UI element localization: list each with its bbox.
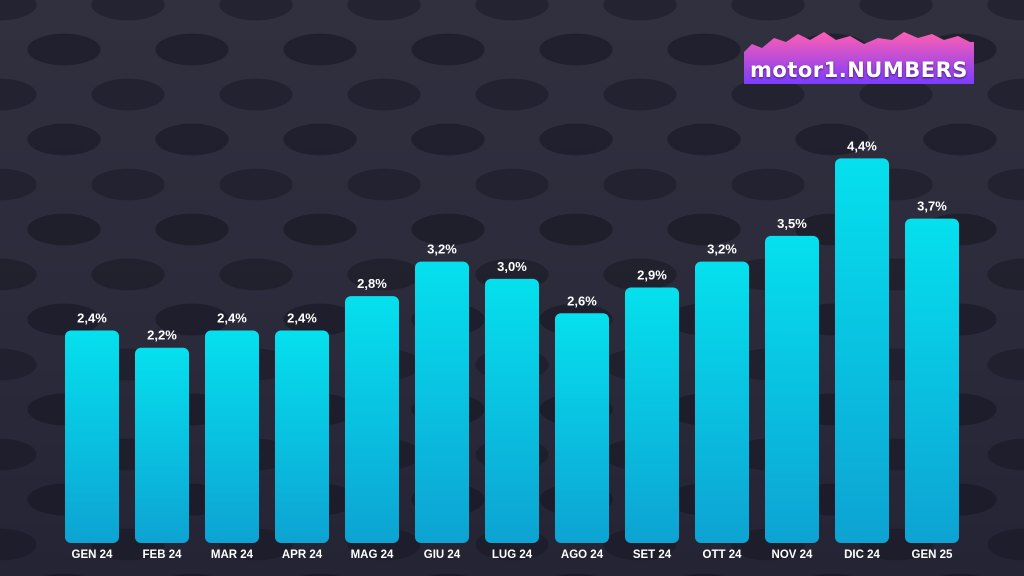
bar bbox=[905, 218, 959, 544]
x-tick-label: FEB 24 bbox=[143, 549, 183, 561]
bar bbox=[65, 330, 119, 543]
x-tick-label: NOV 24 bbox=[772, 549, 814, 561]
bar bbox=[275, 330, 329, 543]
logo-text: motor1.NUMBERS bbox=[750, 58, 968, 82]
x-tick-label: GEN 25 bbox=[912, 549, 954, 561]
logo-skyline-icon bbox=[744, 32, 974, 84]
bar-value-label: 2,6% bbox=[567, 293, 597, 308]
bar-value-label: 3,2% bbox=[427, 242, 457, 257]
bars-group bbox=[65, 158, 959, 544]
bar-value-label: 2,4% bbox=[217, 311, 247, 326]
bar bbox=[485, 278, 539, 543]
x-tick-label: OTT 24 bbox=[703, 549, 743, 561]
bar bbox=[205, 330, 259, 543]
bar-value-label: 2,9% bbox=[637, 267, 667, 282]
bar-value-label: 3,5% bbox=[777, 216, 807, 231]
value-labels-group: 2,4% 2,2% 2,4% 2,4% 2,8% 3,2% 3,0% 2,6% 2,9% 3,2%… bbox=[77, 138, 947, 342]
x-tick-label: SET 24 bbox=[633, 549, 672, 561]
bar bbox=[765, 235, 819, 543]
bar-value-label: 4,4% bbox=[847, 138, 877, 153]
x-tick-label: GEN 24 bbox=[72, 549, 114, 561]
bar-value-label: 3,0% bbox=[497, 259, 527, 274]
bar-value-label: 2,4% bbox=[77, 311, 107, 326]
x-tick-label: LUG 24 bbox=[492, 549, 533, 561]
bar bbox=[835, 158, 889, 543]
x-tick-label: DIC 24 bbox=[844, 549, 880, 561]
bar-value-label: 2,2% bbox=[147, 328, 177, 343]
x-tick-label: MAG 24 bbox=[351, 549, 394, 561]
bar-value-label: 2,4% bbox=[287, 311, 317, 326]
x-tick-label: MAR 24 bbox=[211, 549, 254, 561]
x-tick-label: GIU 24 bbox=[424, 549, 461, 561]
bar bbox=[625, 287, 679, 543]
bar bbox=[695, 261, 749, 543]
bar bbox=[415, 261, 469, 543]
x-axis-tick-labels: GEN 24 FEB 24 MAR 24 APR 24 MAG 24 GIU 24 LUG … bbox=[72, 549, 954, 561]
bar bbox=[555, 313, 609, 543]
x-tick-label: AGO 24 bbox=[561, 549, 604, 561]
bar-value-label: 3,7% bbox=[917, 199, 947, 214]
bar bbox=[345, 296, 399, 543]
bar bbox=[135, 347, 189, 543]
x-tick-label: APR 24 bbox=[282, 549, 323, 561]
bar-value-label: 2,8% bbox=[357, 276, 387, 291]
motor1-numbers-logo: motor1.NUMBERS bbox=[744, 28, 974, 86]
bar-value-label: 3,2% bbox=[707, 242, 737, 257]
